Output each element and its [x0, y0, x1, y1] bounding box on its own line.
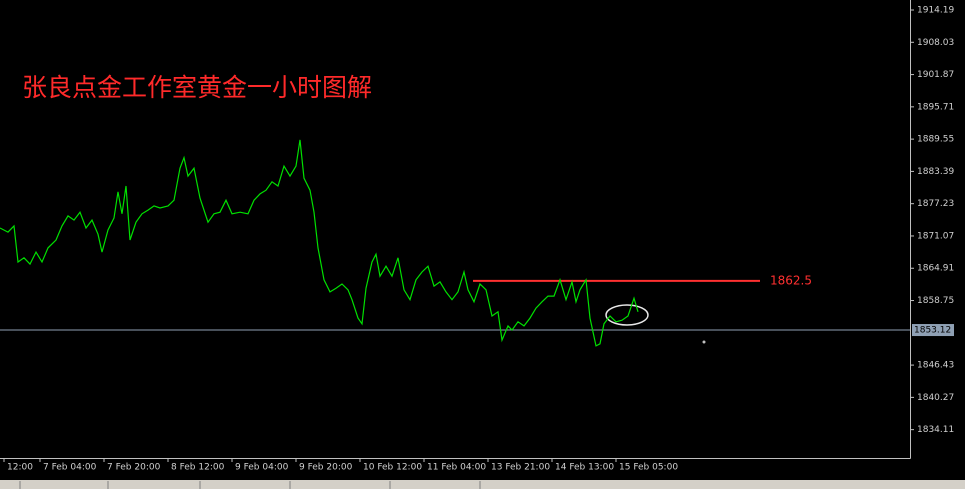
y-tick-label: 1858.75	[917, 296, 954, 306]
x-tick-label: 10 Feb 12:00	[363, 463, 422, 473]
x-tick-label: 7 Feb 04:00	[43, 463, 97, 473]
highlight-ellipse	[605, 304, 649, 326]
x-tick-label: 13 Feb 21:00	[491, 463, 550, 473]
status-bar	[0, 480, 965, 489]
dot	[702, 340, 706, 344]
current-price-box	[912, 324, 954, 337]
x-tick-label: 9 Feb 20:00	[299, 463, 353, 473]
y-tick-label: 1914.19	[917, 6, 954, 16]
x-tick-label: 14 Feb 13:00	[555, 463, 614, 473]
x-tick-label: 8 Feb 12:00	[171, 463, 225, 473]
current-price-label: 1853.12	[914, 326, 951, 336]
y-tick-label: 1864.91	[917, 264, 954, 274]
x-tick-label: 7 Feb 20:00	[107, 463, 161, 473]
chart-title: 张良点金工作室黄金一小时图解	[22, 73, 372, 102]
y-tick-label: 1908.03	[917, 38, 954, 48]
y-tick-label: 1889.55	[917, 135, 954, 145]
level-label: 1862.5	[770, 273, 812, 287]
y-tick-label: 1901.87	[917, 70, 954, 80]
price-line	[0, 139, 639, 347]
status-separators	[19, 481, 481, 489]
y-tick-label: 1840.27	[917, 393, 954, 403]
y-tick-label: 1871.07	[917, 231, 954, 241]
y-tick-label: 1895.71	[917, 102, 954, 112]
x-tick-label: 12:00	[7, 463, 33, 473]
x-tick-label: 9 Feb 04:00	[235, 463, 289, 473]
y-tick-label: 1877.23	[917, 199, 954, 209]
x-tick-label: 15 Feb 05:00	[619, 463, 678, 473]
y-tick-label: 1834.11	[917, 425, 954, 435]
y-tick-label: 1883.39	[917, 167, 954, 177]
y-tick-label: 1846.43	[917, 361, 954, 371]
x-tick-label: 11 Feb 04:00	[427, 463, 486, 473]
